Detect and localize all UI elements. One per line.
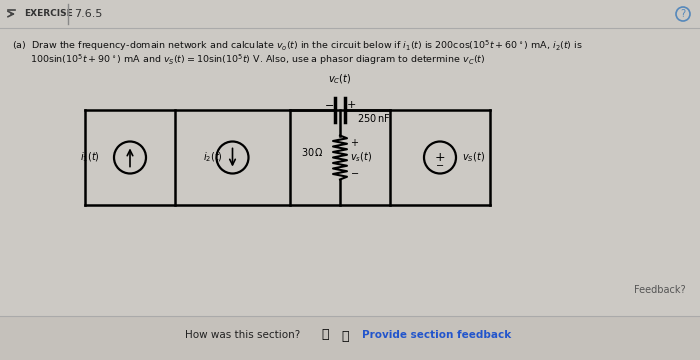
Text: 👎: 👎 [342, 329, 349, 342]
Text: $-$: $-$ [435, 159, 444, 170]
Text: 7.6.5: 7.6.5 [74, 9, 102, 19]
Text: $-$: $-$ [350, 167, 359, 177]
Text: ?: ? [680, 9, 685, 19]
Text: $100\sin(10^5t+90^\circ)$ mA and $v_S(t)=10\sin(10^5t)$ V. Also, use a phasor di: $100\sin(10^5t+90^\circ)$ mA and $v_S(t)… [12, 52, 485, 67]
Text: EXERCISE: EXERCISE [24, 9, 73, 18]
Text: $+$: $+$ [350, 138, 359, 148]
Text: $v_s(t)$: $v_s(t)$ [350, 151, 372, 164]
Text: $i_2(t)$: $i_2(t)$ [202, 151, 223, 164]
Text: $250\,\mathrm{nF}$: $250\,\mathrm{nF}$ [357, 112, 391, 124]
Text: Provide section feedback: Provide section feedback [362, 330, 511, 340]
Bar [0, 0, 700, 28]
Text: 👍: 👍 [321, 328, 329, 341]
Text: How was this section?: How was this section? [185, 330, 300, 340]
Text: $+$: $+$ [346, 99, 356, 109]
Text: $i_1(t)$: $i_1(t)$ [80, 151, 100, 164]
Bar [0, 316, 700, 360]
Text: $v_S(t)$: $v_S(t)$ [462, 151, 485, 164]
Text: $+$: $+$ [435, 151, 446, 164]
Text: $v_C(t)$: $v_C(t)$ [328, 72, 351, 86]
Text: $-$: $-$ [324, 99, 334, 109]
Text: Feedback?: Feedback? [634, 285, 686, 295]
Text: (a)  Draw the frequency-domain network and calculate $v_o(t)$ in the circuit bel: (a) Draw the frequency-domain network an… [12, 38, 583, 53]
Text: $30\,\Omega$: $30\,\Omega$ [301, 147, 324, 158]
